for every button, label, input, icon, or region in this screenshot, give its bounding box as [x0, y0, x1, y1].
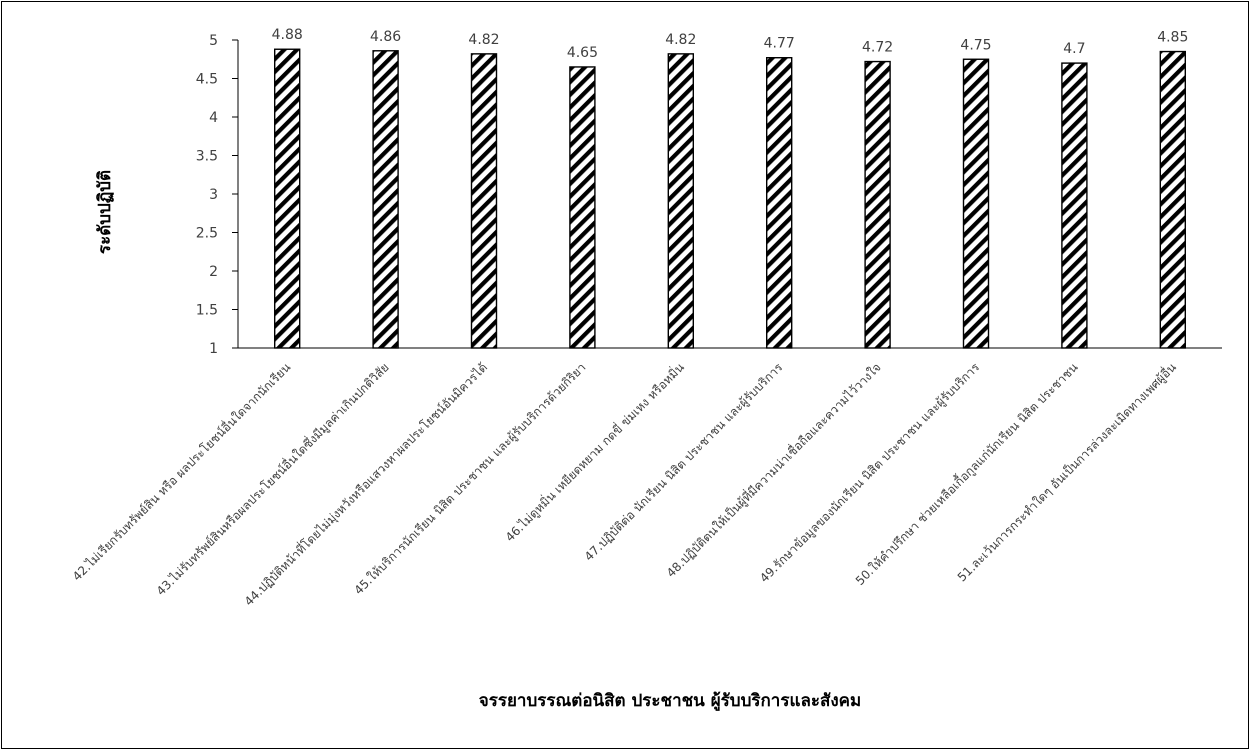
data-label: 4.72	[862, 40, 893, 56]
x-tick-label: 43.ไม่รับทรัพย์สินหรือผลประโยชน์อื่นใดซึ…	[152, 359, 392, 599]
y-tick-label: 3	[209, 187, 218, 203]
y-tick-label: 2	[209, 264, 218, 280]
data-label: 4.7	[1063, 41, 1085, 57]
y-tick-label: 4.5	[196, 72, 218, 88]
bar	[470, 53, 498, 349]
bar	[766, 57, 793, 349]
x-tick-label: 44.ปฏิบัติหน้าที่โดยไม่มุ่งหวังหรือแสวงห…	[240, 359, 491, 610]
bar	[962, 58, 990, 349]
data-label: 4.85	[1157, 30, 1188, 46]
x-tick-label: 48.ปฏิบัติตนให้เป็นผู้ที่มีความน่าเชื่อถ…	[662, 359, 884, 581]
x-tick-label: 50.ให้คำปรึกษา ช่วยเหลือเกื้อกูลแก่นักเร…	[851, 359, 1081, 589]
bar	[274, 48, 301, 349]
bar	[1159, 50, 1187, 349]
x-tick-label: 51.ละเว้นการกระทำใดๆ อันเป็นการล่วงละเมิ…	[953, 359, 1179, 585]
x-tick-label: 47.ปฏิบัติต่อ นักเรียน นิสิต ประชาชน และ…	[582, 360, 787, 565]
x-tick-labels: 42.ไม่เรียกรับทรัพย์สิน หรือ ผลประโยชน์อ…	[68, 359, 1179, 610]
bar	[569, 66, 596, 349]
data-label: 4.86	[370, 29, 401, 45]
x-tick-label: 42.ไม่เรียกรับทรัพย์สิน หรือ ผลประโยชน์อ…	[68, 359, 293, 584]
x-tick-label: 49.รักษาข้อมูลของนักเรียน นิสิต ประชาชน …	[757, 360, 983, 586]
bar	[372, 50, 399, 349]
y-axis: 1 1.5 2 2.5 3 3.5 4 4.5 5	[196, 33, 1222, 357]
data-label: 4.88	[272, 27, 303, 43]
y-axis-title: ระดับปฏิบัติ	[95, 170, 115, 254]
data-label: 4.77	[764, 36, 795, 52]
y-tick-label: 1	[209, 341, 218, 357]
bar	[1061, 62, 1088, 349]
x-tick-label: 45.ให้บริการนักเรียน นิสิต ประชาชน และผู…	[351, 360, 589, 598]
bar	[667, 53, 694, 349]
data-label: 4.82	[468, 32, 499, 48]
data-label: 4.82	[665, 32, 696, 48]
x-tick-label: 46.ไม่ดูหมิ่น เหยียดหยาม กดขี่ ข่มเหง หร…	[501, 359, 687, 545]
bar	[864, 60, 891, 349]
x-axis-title: จรรยาบรรณต่อนิสิต ประชาชน ผู้รับบริการแล…	[479, 691, 862, 712]
data-label: 4.65	[567, 45, 598, 61]
y-tick-label: 3.5	[196, 149, 218, 165]
data-label: 4.75	[960, 37, 991, 53]
y-tick-label: 1.5	[196, 303, 218, 319]
y-tick-label: 4	[209, 110, 218, 126]
y-tick-label: 2.5	[196, 226, 218, 242]
data-labels: 4.88 4.86 4.82 4.65 4.82 4.77 4.72 4.75 4.7 4.85	[272, 27, 1189, 61]
y-tick-label: 5	[209, 33, 218, 49]
bars	[274, 48, 1187, 349]
